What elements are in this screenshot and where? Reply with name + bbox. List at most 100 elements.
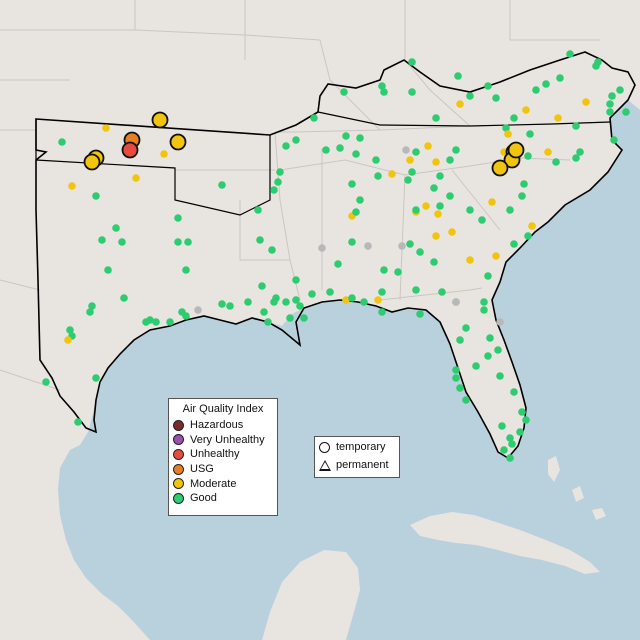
station-marker[interactable] (456, 336, 464, 344)
station-marker[interactable] (518, 408, 526, 416)
station-marker[interactable] (292, 136, 300, 144)
station-marker[interactable] (488, 198, 496, 206)
station-marker[interactable] (456, 384, 464, 392)
station-marker[interactable] (348, 238, 356, 246)
station-marker[interactable] (406, 240, 414, 248)
station-marker[interactable] (118, 238, 126, 246)
station-marker-large[interactable] (507, 141, 525, 159)
station-marker[interactable] (528, 222, 536, 230)
station-marker-large[interactable] (169, 133, 187, 151)
station-marker[interactable] (58, 138, 66, 146)
station-marker[interactable] (276, 168, 284, 176)
station-marker[interactable] (466, 256, 474, 264)
station-marker[interactable] (502, 124, 510, 132)
station-marker[interactable] (508, 440, 516, 448)
station-marker[interactable] (484, 82, 492, 90)
station-markers[interactable] (42, 50, 630, 462)
station-marker[interactable] (454, 72, 462, 80)
station-marker[interactable] (310, 114, 318, 122)
station-marker[interactable] (98, 236, 106, 244)
station-marker[interactable] (412, 206, 420, 214)
station-marker[interactable] (422, 202, 430, 210)
station-marker[interactable] (274, 178, 282, 186)
station-marker[interactable] (522, 106, 530, 114)
station-marker[interactable] (74, 418, 82, 426)
station-marker[interactable] (408, 58, 416, 66)
station-marker[interactable] (308, 290, 316, 298)
station-marker[interactable] (268, 246, 276, 254)
station-marker[interactable] (518, 192, 526, 200)
station-marker[interactable] (394, 268, 402, 276)
station-marker[interactable] (608, 92, 616, 100)
station-marker[interactable] (452, 374, 460, 382)
station-marker[interactable] (466, 206, 474, 214)
station-marker[interactable] (120, 294, 128, 302)
station-marker[interactable] (244, 298, 252, 306)
station-marker[interactable] (322, 146, 330, 154)
station-marker[interactable] (378, 82, 386, 90)
station-marker[interactable] (318, 244, 326, 252)
station-marker[interactable] (452, 146, 460, 154)
station-marker[interactable] (254, 206, 262, 214)
station-marker[interactable] (352, 208, 360, 216)
station-marker[interactable] (412, 286, 420, 294)
station-marker[interactable] (500, 446, 508, 454)
station-marker[interactable] (552, 158, 560, 166)
station-marker[interactable] (174, 238, 182, 246)
station-marker[interactable] (554, 114, 562, 122)
station-marker[interactable] (510, 240, 518, 248)
station-marker[interactable] (378, 308, 386, 316)
station-marker[interactable] (430, 184, 438, 192)
station-marker[interactable] (102, 124, 110, 132)
station-marker[interactable] (326, 288, 334, 296)
station-marker[interactable] (342, 296, 350, 304)
station-marker[interactable] (582, 98, 590, 106)
station-marker[interactable] (494, 346, 502, 354)
station-marker[interactable] (398, 242, 406, 250)
station-marker[interactable] (496, 318, 504, 326)
station-marker[interactable] (132, 174, 140, 182)
station-marker[interactable] (92, 374, 100, 382)
station-marker[interactable] (510, 114, 518, 122)
station-marker[interactable] (64, 336, 72, 344)
station-marker[interactable] (166, 318, 174, 326)
station-marker-large[interactable] (151, 111, 169, 129)
station-marker[interactable] (492, 94, 500, 102)
station-marker[interactable] (622, 108, 630, 116)
station-marker[interactable] (292, 296, 300, 304)
station-marker[interactable] (292, 276, 300, 284)
station-marker[interactable] (342, 132, 350, 140)
station-marker[interactable] (380, 88, 388, 96)
station-marker[interactable] (178, 308, 186, 316)
station-marker[interactable] (256, 236, 264, 244)
station-marker[interactable] (258, 282, 266, 290)
station-marker[interactable] (526, 130, 534, 138)
station-marker[interactable] (42, 378, 50, 386)
station-marker[interactable] (68, 182, 76, 190)
station-marker[interactable] (506, 206, 514, 214)
station-marker[interactable] (372, 156, 380, 164)
station-marker[interactable] (336, 144, 344, 152)
station-marker[interactable] (496, 372, 504, 380)
station-marker[interactable] (424, 142, 432, 150)
station-marker[interactable] (408, 168, 416, 176)
station-marker[interactable] (430, 258, 438, 266)
station-marker[interactable] (296, 302, 304, 310)
station-marker[interactable] (484, 272, 492, 280)
station-marker[interactable] (264, 318, 272, 326)
station-marker[interactable] (380, 266, 388, 274)
station-marker[interactable] (146, 316, 154, 324)
station-marker[interactable] (282, 142, 290, 150)
station-marker[interactable] (432, 158, 440, 166)
station-marker[interactable] (86, 308, 94, 316)
station-marker[interactable] (542, 80, 550, 88)
station-marker[interactable] (434, 210, 442, 218)
station-marker[interactable] (480, 298, 488, 306)
station-marker[interactable] (340, 88, 348, 96)
station-marker[interactable] (282, 298, 290, 306)
station-marker[interactable] (572, 122, 580, 130)
station-marker[interactable] (112, 224, 120, 232)
station-marker[interactable] (446, 156, 454, 164)
station-marker[interactable] (452, 366, 460, 374)
